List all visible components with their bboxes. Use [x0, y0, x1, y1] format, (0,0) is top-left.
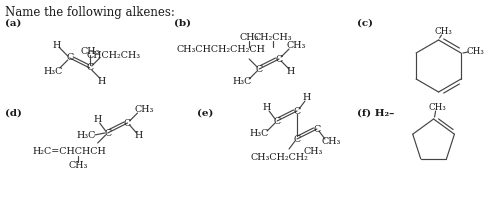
Text: CH₃: CH₃	[303, 147, 323, 156]
Text: (a): (a)	[5, 19, 21, 28]
Text: CH₃: CH₃	[240, 32, 259, 42]
Text: H: H	[287, 67, 295, 76]
Text: CH₃: CH₃	[286, 42, 306, 51]
Text: H: H	[263, 103, 271, 112]
Text: (e): (e)	[197, 109, 214, 118]
Text: CH₃: CH₃	[321, 137, 341, 147]
Text: C: C	[104, 128, 111, 137]
Text: H: H	[303, 93, 311, 103]
Text: C: C	[313, 124, 321, 133]
Text: H: H	[93, 114, 102, 124]
Text: C: C	[124, 118, 131, 128]
Text: (b): (b)	[174, 19, 191, 28]
Text: CH₃: CH₃	[68, 160, 87, 170]
Text: C: C	[66, 53, 73, 63]
Text: CH₃: CH₃	[434, 27, 452, 36]
Text: C: C	[256, 65, 263, 74]
Text: CH₂CH₃: CH₂CH₃	[254, 32, 293, 42]
Text: (d): (d)	[5, 109, 22, 118]
Text: CH₃CHCH₂CH₂CH: CH₃CHCH₂CH₂CH	[177, 44, 266, 53]
Text: CH₃: CH₃	[80, 46, 100, 55]
Text: C: C	[86, 63, 93, 72]
Text: (f) H₂–: (f) H₂–	[357, 109, 394, 118]
Text: H₂C=CHCHCH: H₂C=CHCHCH	[33, 147, 106, 156]
Text: CH₃CH₂CH₂: CH₃CH₂CH₂	[250, 152, 308, 162]
Text: C: C	[276, 55, 283, 63]
Text: H₃C: H₃C	[232, 78, 252, 86]
Text: Name the following alkenes:: Name the following alkenes:	[5, 6, 175, 19]
Text: H₃C: H₃C	[76, 130, 95, 139]
Text: C: C	[294, 135, 301, 143]
Text: H₃C: H₃C	[249, 130, 269, 139]
Text: C: C	[274, 116, 281, 126]
Text: CH₃: CH₃	[429, 103, 447, 112]
Text: CH₃: CH₃	[466, 46, 484, 55]
Text: CH₃: CH₃	[135, 105, 154, 114]
Text: H: H	[135, 131, 143, 141]
Text: H: H	[98, 76, 106, 86]
Text: H: H	[52, 40, 61, 50]
Text: C: C	[294, 107, 301, 116]
Text: H₃C: H₃C	[43, 67, 63, 76]
Text: CHCH₂CH₃: CHCH₂CH₃	[87, 51, 140, 59]
Text: (c): (c)	[357, 19, 373, 28]
